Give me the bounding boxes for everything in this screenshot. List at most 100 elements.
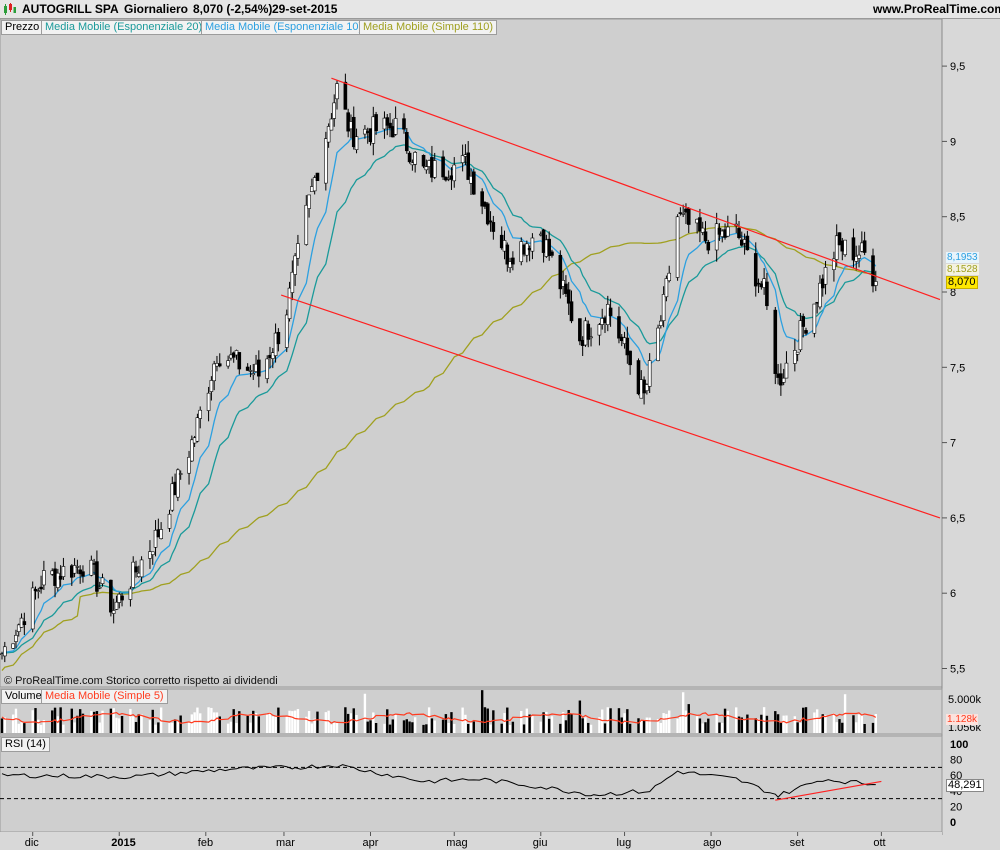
candle-body (42, 570, 46, 586)
candle-body (75, 566, 80, 568)
candle-body (198, 409, 203, 419)
candle-body (332, 102, 337, 119)
volume-bar (352, 708, 355, 733)
x-tick-label: mar (276, 837, 295, 849)
candle-body (753, 253, 758, 287)
candle-body (530, 237, 535, 252)
legend-volume[interactable]: Volume (1, 689, 46, 704)
candle-body (773, 309, 778, 374)
volume-bar (305, 716, 308, 733)
volume-bar (168, 723, 171, 733)
candle-body (823, 267, 828, 285)
volume-bar (640, 720, 643, 733)
volume-bar (95, 711, 99, 733)
candle-body (128, 588, 133, 600)
volume-bar (483, 707, 487, 733)
legend-ema20[interactable]: Media Mobile (Esponenziale 20) (41, 20, 207, 35)
candle-body (661, 294, 666, 322)
volume-bar (176, 721, 180, 733)
price-tick-label: 9,5 (950, 61, 965, 73)
volume-bar (723, 708, 727, 733)
volume-bar (271, 716, 274, 733)
price-panel (0, 18, 943, 688)
volume-bar (344, 707, 347, 733)
volume-bar (871, 722, 875, 733)
legend-ema10[interactable]: Media Mobile (Esponenziale 10) (201, 20, 367, 35)
volume-bar (23, 723, 26, 733)
volume-bar (824, 715, 827, 733)
volume-tick-label: 1.056k (948, 722, 982, 734)
volume-bar (137, 714, 140, 733)
candle-body (675, 216, 680, 278)
x-axis-panel (0, 832, 942, 850)
legend-price[interactable]: Prezzo (1, 20, 44, 35)
candle-body (873, 281, 878, 286)
volume-bar (821, 714, 824, 733)
volume-bar (249, 722, 252, 733)
candle-body (187, 456, 191, 474)
x-tick-label: giu (533, 837, 548, 849)
candle-body (265, 358, 270, 379)
volume-bar (589, 724, 593, 733)
candle-body (698, 217, 702, 232)
candle-body (597, 324, 602, 336)
volume-bar (522, 724, 526, 733)
volume-bar (363, 693, 367, 733)
volume-bar (626, 709, 629, 733)
x-tick-label: ott (873, 837, 885, 849)
candle-body (315, 172, 320, 181)
rsi-trendline (775, 780, 882, 801)
candle-body (700, 227, 705, 233)
candle-body (564, 283, 568, 294)
volume-bar (813, 712, 816, 733)
volume-bar (743, 720, 746, 733)
x-tick-label: feb (198, 837, 213, 849)
candle-body (56, 572, 60, 588)
candle-body (159, 529, 163, 539)
volume-bar (668, 710, 671, 733)
candle-body (834, 235, 839, 260)
volume-bar (310, 723, 314, 733)
symbol-title: AUTOGRILL SPA (22, 2, 119, 16)
candle-body (628, 350, 632, 366)
volume-bar (623, 713, 626, 733)
volume-bar (606, 707, 609, 733)
volume-bar (581, 718, 584, 733)
candle-body (134, 566, 138, 573)
candlestick-logo-icon (4, 3, 16, 15)
candle-body (402, 118, 406, 130)
volume-bar (648, 717, 651, 733)
candle-body (714, 223, 719, 251)
volume-bar (492, 710, 495, 733)
candle-body (795, 351, 800, 355)
candle-body (16, 624, 21, 632)
volume-bar (235, 723, 238, 733)
volume-bar (715, 714, 718, 733)
candle-body (290, 271, 295, 293)
candle-body (578, 318, 582, 342)
volume-bar (288, 710, 291, 733)
volume-bar (369, 720, 372, 733)
candle-body (432, 160, 437, 178)
candle-body (100, 577, 105, 584)
candle-body (793, 350, 797, 364)
volume-bar (252, 710, 255, 733)
candle-body (491, 222, 496, 232)
last-price-tag: 8,070 (946, 276, 978, 289)
volume-bar (547, 718, 551, 733)
candle-body (617, 316, 621, 339)
candle-body (226, 360, 230, 367)
volume-bar (296, 709, 300, 733)
legend-sma110[interactable]: Media Mobile (Simple 110) (359, 20, 498, 35)
candle-body (150, 551, 155, 555)
legend-rsi[interactable]: RSI (14) (1, 737, 50, 752)
volume-bar (179, 715, 182, 733)
candle-body (248, 370, 253, 372)
volume-bar (37, 719, 40, 733)
volume-bar (503, 713, 506, 733)
candle-body (11, 643, 15, 649)
volume-bar (120, 715, 124, 733)
candle-body (737, 228, 741, 239)
legend-volume-ma[interactable]: Media Mobile (Simple 5) (41, 689, 168, 704)
rsi-tick-label: 80 (950, 755, 962, 767)
